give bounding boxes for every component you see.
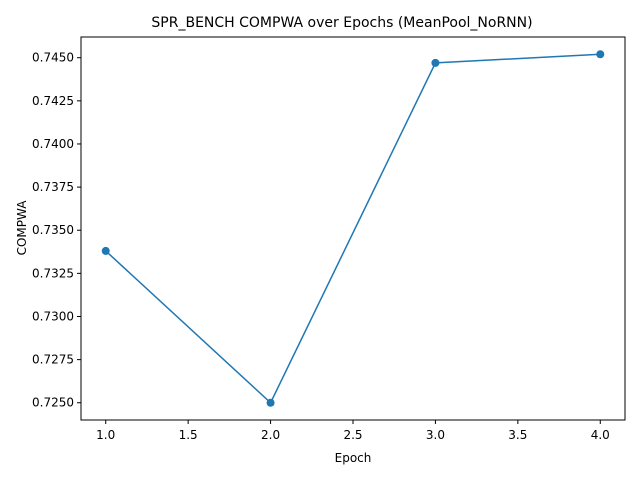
y-axis: 0.7250 0.7275 0.7300 0.7325 0.7350 0.7375 0.74… <box>32 51 81 410</box>
chart-title: SPR_BENCH COMPWA over Epochs (MeanPool_N… <box>151 15 532 31</box>
series-points <box>101 50 605 407</box>
x-axis-label: Epoch <box>335 451 372 465</box>
series-line <box>105 53 601 404</box>
x-tick-label: 1.0 <box>96 428 115 442</box>
y-tick-label: 0.7350 <box>32 223 74 237</box>
x-tick-label: 4.0 <box>591 428 610 442</box>
y-tick-label: 0.7425 <box>32 94 74 108</box>
plot-area <box>80 36 626 421</box>
y-tick-label: 0.7275 <box>32 353 74 367</box>
y-tick-label: 0.7325 <box>32 266 74 280</box>
data-point <box>266 398 275 407</box>
x-tick-label: 3.5 <box>508 428 527 442</box>
x-tick-label: 1.5 <box>179 428 198 442</box>
y-tick-label: 0.7400 <box>32 137 74 151</box>
data-point <box>101 246 110 255</box>
data-point <box>596 50 605 59</box>
x-tick-label: 2.5 <box>343 428 362 442</box>
x-axis: 1.0 1.5 2.0 2.5 3.0 3.5 4.0 <box>96 420 610 442</box>
x-tick-label: 3.0 <box>426 428 445 442</box>
y-axis-label: COMPWA <box>15 200 29 256</box>
x-tick-label: 2.0 <box>261 428 280 442</box>
y-tick-label: 0.7375 <box>32 180 74 194</box>
y-tick-label: 0.7300 <box>32 309 74 323</box>
y-tick-label: 0.7450 <box>32 51 74 65</box>
data-point <box>431 58 440 67</box>
y-tick-label: 0.7250 <box>32 396 74 410</box>
